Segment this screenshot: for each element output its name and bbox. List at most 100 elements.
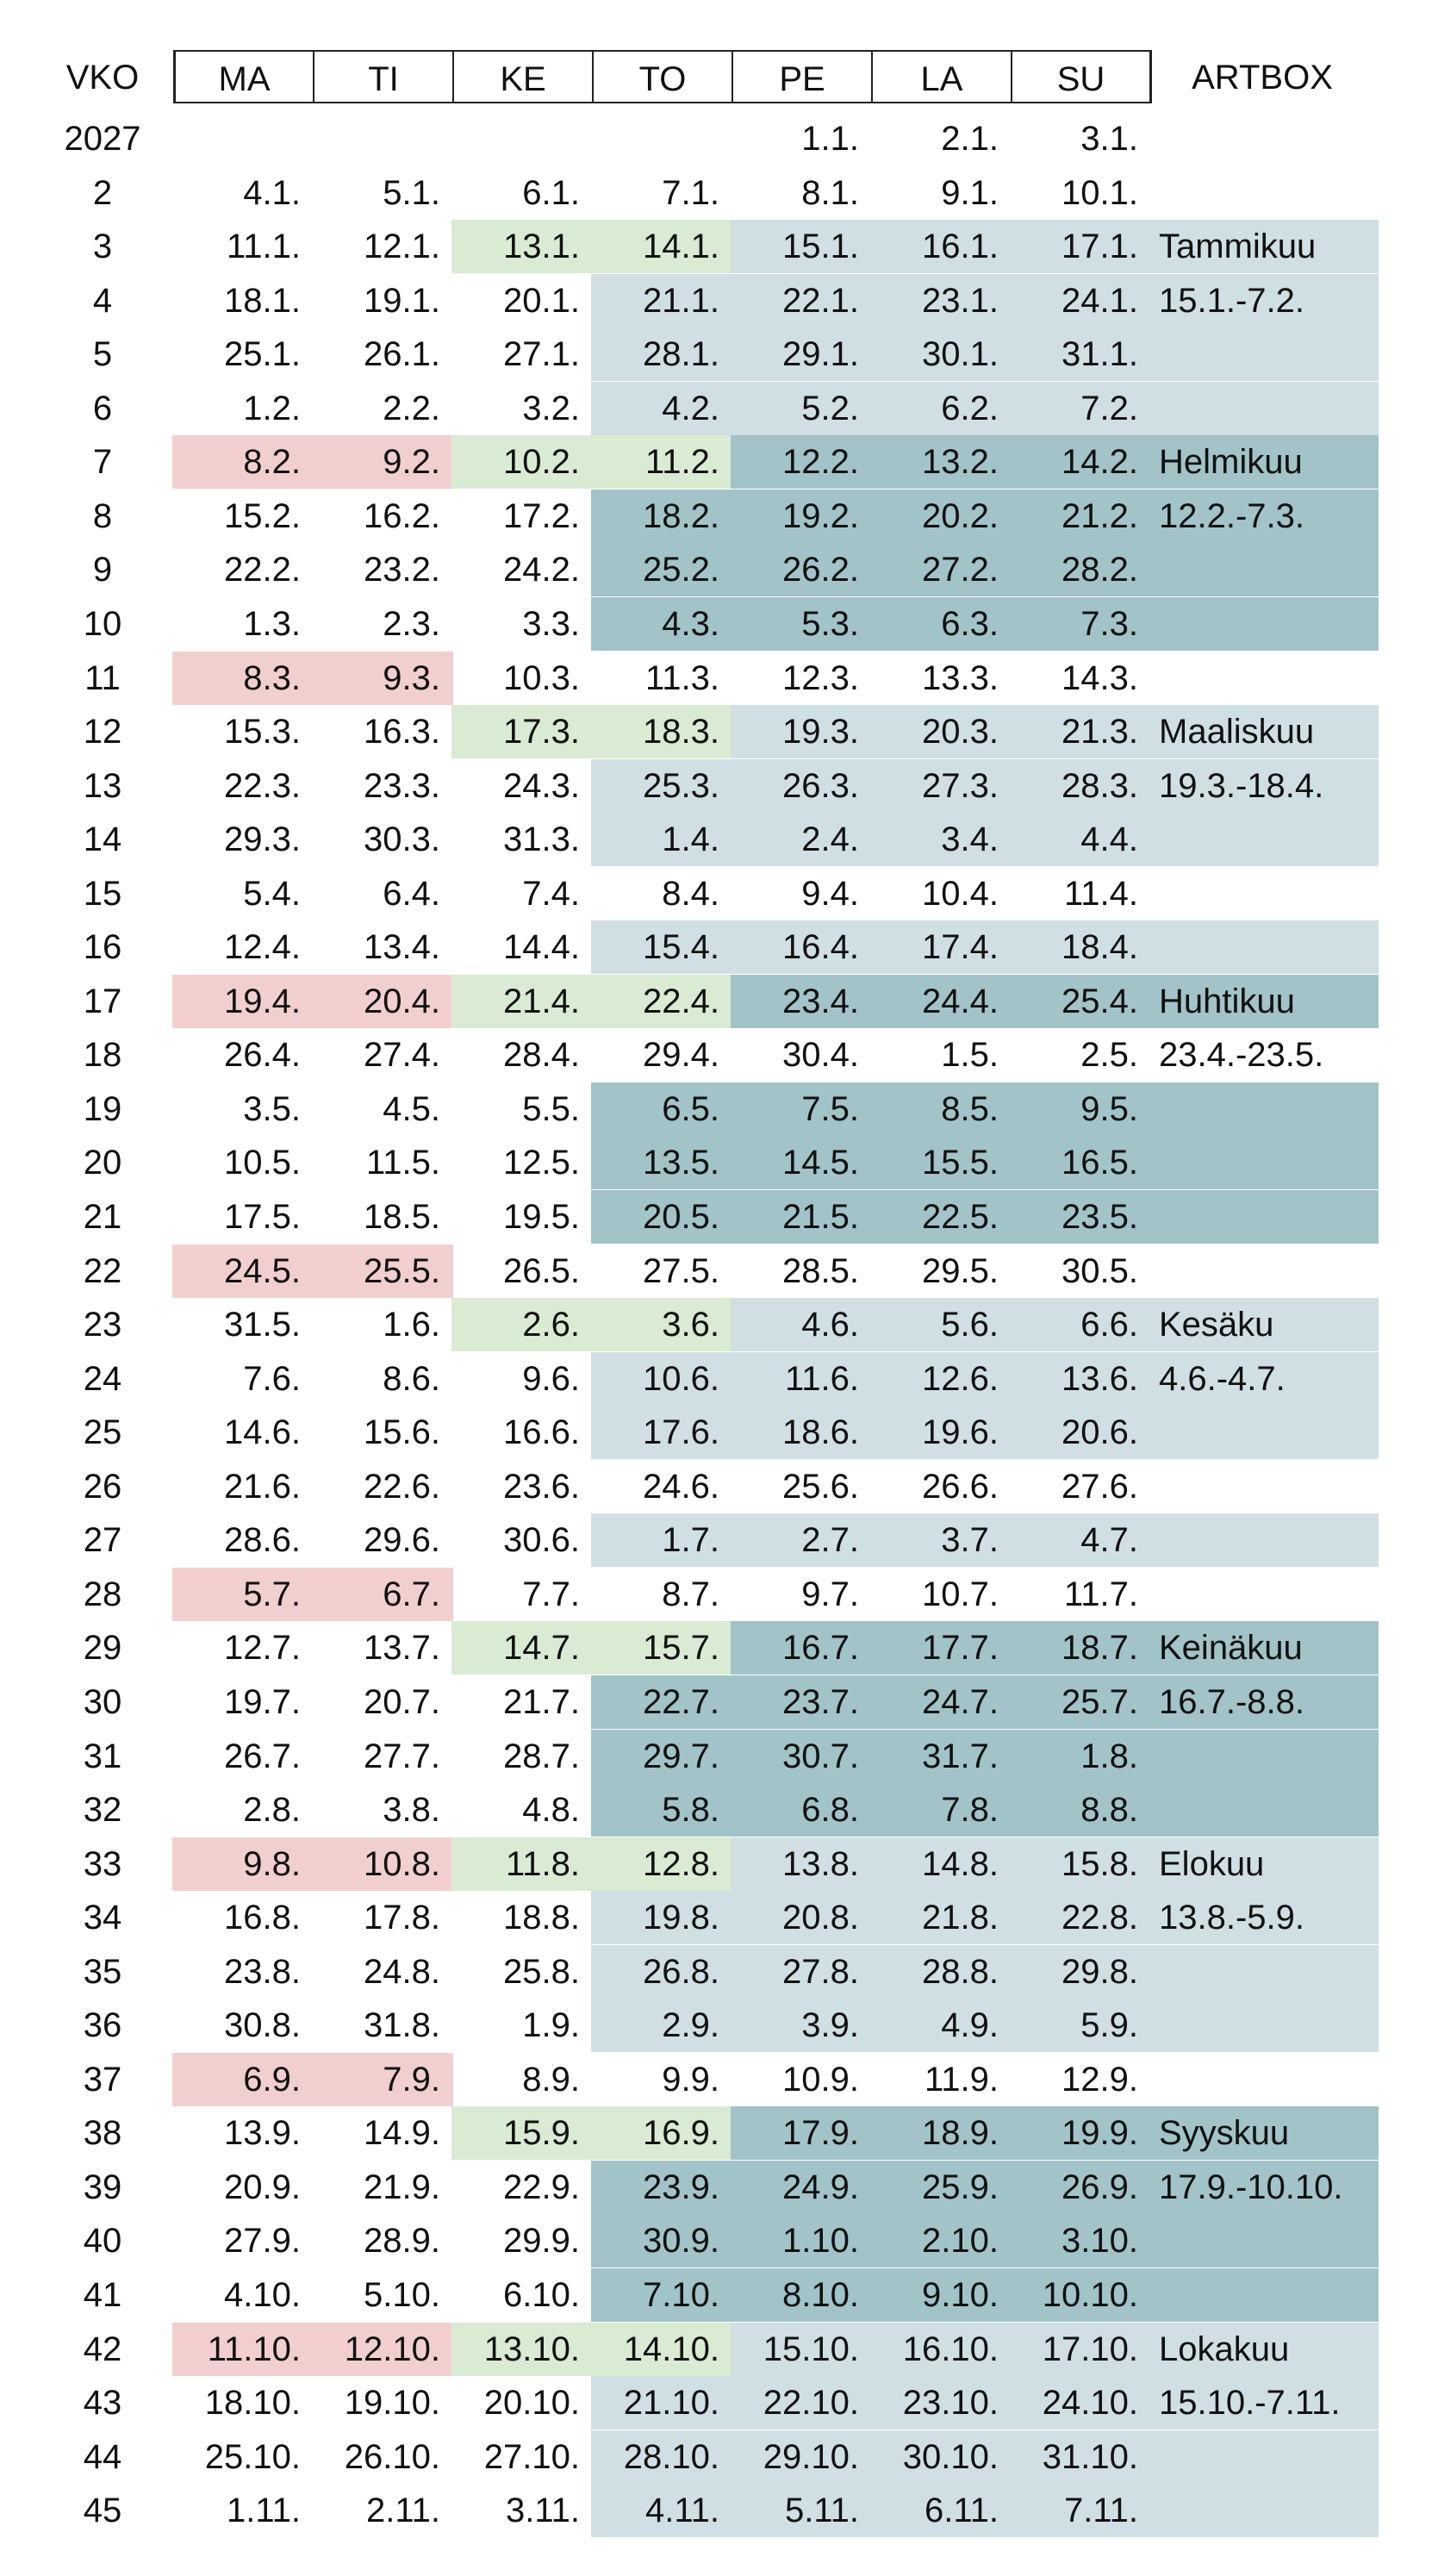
week-number: 13 xyxy=(83,767,122,805)
highlight-dark-blue xyxy=(870,1621,1012,1675)
highlight-green xyxy=(451,705,593,758)
date-cell-la: 26.6. xyxy=(922,1468,999,1506)
highlight-light-blue xyxy=(1010,274,1151,327)
highlight-dark-blue xyxy=(870,543,1012,596)
highlight-light-blue xyxy=(1010,2484,1151,2537)
highlight-dark-blue xyxy=(1149,2214,1379,2267)
date-cell-la: 28.8. xyxy=(922,1953,999,1991)
highlight-dark-blue xyxy=(731,2161,872,2214)
date-cell-to: 10.6. xyxy=(643,1360,719,1398)
date-cell-su: 5.9. xyxy=(1080,2006,1138,2044)
date-cell-ti: 11.5. xyxy=(366,1144,440,1182)
week-number: 11 xyxy=(84,659,121,697)
date-cell-to: 13.5. xyxy=(643,1144,719,1182)
date-cell-pe: 23.4. xyxy=(782,982,859,1020)
artbox-note: Huhtikuu xyxy=(1159,982,1295,1020)
week-number: 28 xyxy=(83,1575,122,1613)
date-cell-ke: 7.4. xyxy=(522,875,580,913)
date-cell-to: 14.10. xyxy=(623,2330,719,2368)
date-cell-to xyxy=(580,112,719,165)
week-number: 21 xyxy=(83,1198,122,1236)
artbox-note xyxy=(1150,597,1413,651)
week-number: 8 xyxy=(92,497,113,535)
highlight-light-blue xyxy=(1149,1298,1379,1351)
date-cell-pe: 15.10. xyxy=(763,2330,859,2368)
date-cell-ke: 16.6. xyxy=(503,1413,580,1451)
date-cell-pe: 26.2. xyxy=(782,551,859,589)
artbox-note xyxy=(1150,1513,1413,1567)
date-cell-ke: 20.1. xyxy=(503,282,580,320)
date-cell-su: 10.1. xyxy=(1062,174,1138,212)
highlight-pink xyxy=(172,1837,314,1891)
week-number: 30 xyxy=(83,1683,122,1721)
highlight-dark-blue xyxy=(731,1621,872,1675)
highlight-green xyxy=(591,220,732,273)
highlight-dark-blue xyxy=(870,975,1012,1028)
date-cell-ke: 14.7. xyxy=(503,1629,580,1667)
highlight-light-blue xyxy=(1149,1999,1379,2052)
date-cell-ma: 31.5. xyxy=(224,1306,301,1344)
date-cell-ma: 2.8. xyxy=(243,1791,301,1829)
week-number: 33 xyxy=(83,1845,122,1883)
date-cell-pe: 29.1. xyxy=(782,335,859,373)
highlight-dark-blue xyxy=(731,1082,872,1136)
highlight-dark-blue xyxy=(591,1082,732,1136)
artbox-note xyxy=(1150,327,1413,381)
highlight-light-blue xyxy=(591,813,732,866)
artbox-note: 4.6.-4.7. xyxy=(1159,1360,1286,1398)
date-cell-pe: 12.3. xyxy=(782,659,859,697)
highlight-light-blue xyxy=(1149,1891,1379,1944)
highlight-light-blue xyxy=(731,920,872,974)
date-cell-ke: 3.2. xyxy=(522,390,580,427)
week-number: 18 xyxy=(83,1036,122,1074)
date-cell-la: 2.1. xyxy=(941,120,999,158)
artbox-note xyxy=(1150,920,1413,974)
highlight-light-blue xyxy=(1149,327,1379,381)
highlight-light-blue xyxy=(591,1513,732,1567)
artbox-note: 13.8.-5.9. xyxy=(1159,1899,1305,1937)
date-cell-pe: 24.9. xyxy=(782,2168,859,2206)
highlight-light-blue xyxy=(731,1837,872,1891)
date-cell-la: 1.5. xyxy=(941,1036,999,1074)
date-cell-to: 4.2. xyxy=(662,390,719,427)
highlight-light-blue xyxy=(1149,1837,1379,1891)
date-cell-ma: 20.9. xyxy=(224,2168,301,2206)
highlight-green xyxy=(451,975,593,1028)
highlight-dark-blue xyxy=(870,1190,1012,1244)
highlight-light-blue xyxy=(1149,920,1379,974)
week-number: 29 xyxy=(83,1629,122,1667)
highlight-pink xyxy=(312,2323,453,2376)
highlight-light-blue xyxy=(870,2323,1012,2376)
highlight-dark-blue xyxy=(731,2268,872,2322)
highlight-light-blue xyxy=(591,920,732,974)
artbox-note: 23.4.-23.5. xyxy=(1159,1036,1324,1074)
date-cell-to: 24.6. xyxy=(643,1468,719,1506)
artbox-note: Tammikuu xyxy=(1159,228,1317,265)
highlight-light-blue xyxy=(1010,2430,1151,2484)
day-header-to: TO xyxy=(592,50,733,103)
date-cell-ma: 1.3. xyxy=(243,605,301,643)
date-cell-la: 20.3. xyxy=(922,713,999,751)
date-cell-to: 22.7. xyxy=(643,1683,719,1721)
date-cell-la: 6.2. xyxy=(941,390,999,427)
highlight-light-blue xyxy=(1010,327,1151,381)
date-cell-ti: 22.6. xyxy=(364,1468,440,1506)
date-cell-la: 23.1. xyxy=(922,282,999,320)
date-cell-su: 18.7. xyxy=(1062,1629,1138,1667)
highlight-pink xyxy=(172,1244,314,1298)
highlight-light-blue xyxy=(731,2376,872,2429)
date-cell-pe: 1.10. xyxy=(782,2222,859,2260)
date-cell-pe: 7.5. xyxy=(801,1090,859,1128)
date-cell-to: 6.5. xyxy=(662,1090,719,1128)
artbox-note xyxy=(1150,2053,1413,2106)
highlight-light-blue xyxy=(870,705,1012,758)
date-cell-ma: 25.10. xyxy=(204,2438,301,2476)
date-cell-su: 18.4. xyxy=(1062,928,1138,966)
date-cell-su: 17.10. xyxy=(1042,2330,1138,2368)
date-cell-pe: 27.8. xyxy=(782,1953,859,1991)
week-number: 10 xyxy=(83,605,122,643)
highlight-light-blue xyxy=(1010,1513,1151,1567)
date-cell-pe: 26.3. xyxy=(782,767,859,805)
highlight-green xyxy=(451,1298,593,1351)
date-cell-la: 13.2. xyxy=(922,443,999,481)
